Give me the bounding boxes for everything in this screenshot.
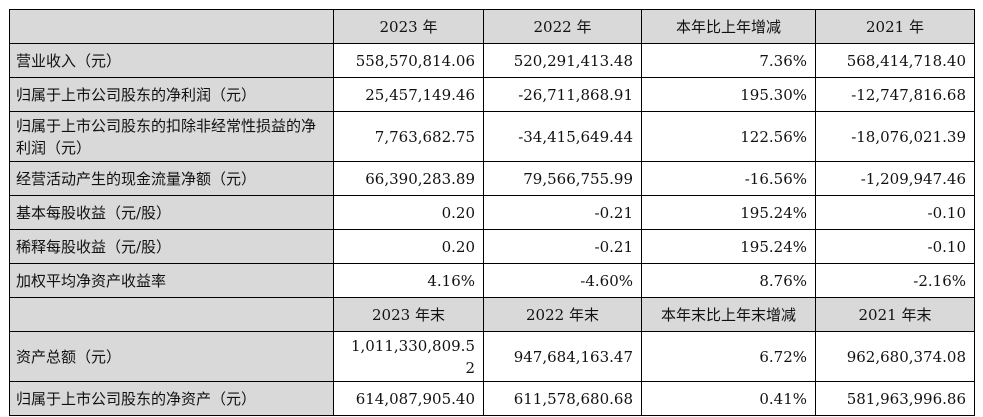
value-2022-end: 611,578,680.68 <box>483 381 642 416</box>
value-2021: -1,209,947.46 <box>815 161 975 196</box>
table-row: 营业收入（元） 558,570,814.06 520,291,413.48 7.… <box>9 43 975 78</box>
row-label: 稀释每股收益（元/股） <box>9 229 334 264</box>
value-2022: -0.21 <box>483 229 642 264</box>
value-change: 195.24% <box>641 229 816 264</box>
financial-summary-table: 2023 年 2022 年 本年比上年增减 2021 年 营业收入（元） 558… <box>9 9 975 416</box>
header-cell-change-end: 本年末比上年末增减 <box>641 297 816 332</box>
table-row: 经营活动产生的现金流量净额（元） 66,390,283.89 79,566,75… <box>9 161 975 196</box>
value-2023-end: 614,087,905.40 <box>333 381 484 416</box>
value-2023: 0.20 <box>333 195 484 230</box>
value-change-end: 6.72% <box>641 331 816 382</box>
header-cell-2023-end: 2023 年末 <box>333 297 484 332</box>
value-2022: -34,415,649.44 <box>483 111 642 162</box>
value-2021-end: 581,963,996.86 <box>815 381 975 416</box>
value-change-end: 0.41% <box>641 381 816 416</box>
value-change: 195.24% <box>641 195 816 230</box>
value-change: 122.56% <box>641 111 816 162</box>
value-2021: 568,414,718.40 <box>815 43 975 78</box>
value-2023: 0.20 <box>333 229 484 264</box>
table-row: 加权平均净资产收益率 4.16% -4.60% 8.76% -2.16% <box>9 263 975 298</box>
header-cell-label <box>9 297 334 332</box>
row-label: 资产总额（元） <box>9 331 334 382</box>
value-change: 7.36% <box>641 43 816 78</box>
value-change: 195.30% <box>641 77 816 112</box>
value-2022: 520,291,413.48 <box>483 43 642 78</box>
row-label: 归属于上市公司股东的净资产（元） <box>9 381 334 416</box>
value-2021-end: 962,680,374.08 <box>815 331 975 382</box>
value-2021: -0.10 <box>815 195 975 230</box>
header-cell-change: 本年比上年增减 <box>641 9 816 44</box>
row-label: 归属于上市公司股东的净利润（元） <box>9 77 334 112</box>
value-2023: 558,570,814.06 <box>333 43 484 78</box>
value-2023: 25,457,149.46 <box>333 77 484 112</box>
value-change: 8.76% <box>641 263 816 298</box>
value-2022: -26,711,868.91 <box>483 77 642 112</box>
value-change: -16.56% <box>641 161 816 196</box>
value-2022: 79,566,755.99 <box>483 161 642 196</box>
header-cell-2023: 2023 年 <box>333 9 484 44</box>
header-cell-label <box>9 9 334 44</box>
header-row: 2023 年 2022 年 本年比上年增减 2021 年 <box>9 9 975 44</box>
header-row-year-end: 2023 年末 2022 年末 本年末比上年末增减 2021 年末 <box>9 297 975 332</box>
row-label: 经营活动产生的现金流量净额（元） <box>9 161 334 196</box>
table-row: 归属于上市公司股东的净资产（元） 614,087,905.40 611,578,… <box>9 381 975 416</box>
row-label: 加权平均净资产收益率 <box>9 263 334 298</box>
table-row: 稀释每股收益（元/股） 0.20 -0.21 195.24% -0.10 <box>9 229 975 264</box>
value-2022: -0.21 <box>483 195 642 230</box>
table-row: 归属于上市公司股东的净利润（元） 25,457,149.46 -26,711,8… <box>9 77 975 112</box>
value-2021: -18,076,021.39 <box>815 111 975 162</box>
value-2023-end: 1,011,330,809.52 <box>333 331 484 382</box>
table-row: 资产总额（元） 1,011,330,809.52 947,684,163.47 … <box>9 331 975 382</box>
value-2021: -2.16% <box>815 263 975 298</box>
value-2021: -0.10 <box>815 229 975 264</box>
header-cell-2022: 2022 年 <box>483 9 642 44</box>
header-cell-2021: 2021 年 <box>815 9 975 44</box>
header-cell-2022-end: 2022 年末 <box>483 297 642 332</box>
value-2022: -4.60% <box>483 263 642 298</box>
value-2022-end: 947,684,163.47 <box>483 331 642 382</box>
value-2023: 4.16% <box>333 263 484 298</box>
table-row: 归属于上市公司股东的扣除非经常性损益的净利润（元） 7,763,682.75 -… <box>9 111 975 162</box>
value-2021: -12,747,816.68 <box>815 77 975 112</box>
row-label: 营业收入（元） <box>9 43 334 78</box>
header-cell-2021-end: 2021 年末 <box>815 297 975 332</box>
value-2023: 7,763,682.75 <box>333 111 484 162</box>
value-2023: 66,390,283.89 <box>333 161 484 196</box>
row-label: 基本每股收益（元/股） <box>9 195 334 230</box>
row-label: 归属于上市公司股东的扣除非经常性损益的净利润（元） <box>9 111 334 162</box>
table-row: 基本每股收益（元/股） 0.20 -0.21 195.24% -0.10 <box>9 195 975 230</box>
